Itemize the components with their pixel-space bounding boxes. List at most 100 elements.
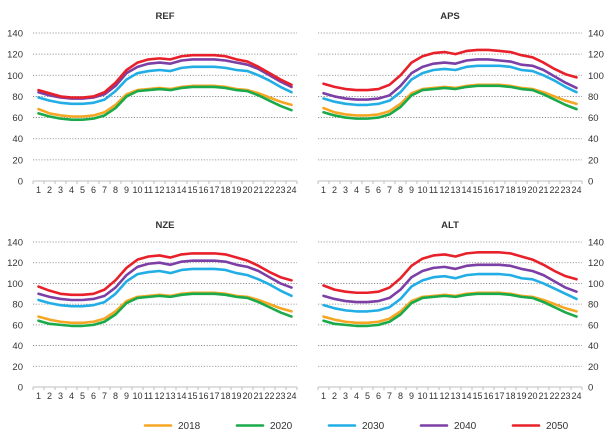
- legend-label-2040: 2040: [454, 421, 477, 432]
- x-tick-label: 3: [58, 391, 63, 401]
- x-tick-label: 13: [450, 391, 460, 401]
- series-line-2020: [37, 292, 293, 328]
- y-tick-label: 0: [18, 177, 23, 188]
- x-tick-label: 20: [242, 185, 252, 195]
- x-tick-label: 15: [187, 391, 197, 401]
- x-tick-label: 22: [549, 391, 559, 401]
- x-tick-label: 9: [124, 391, 129, 401]
- x-tick-label: 23: [560, 185, 570, 195]
- chart-title: ALT: [441, 220, 459, 231]
- series-line-2040: [37, 259, 293, 302]
- x-tick-label: 19: [516, 185, 526, 195]
- x-tick-label: 2: [47, 391, 52, 401]
- x-tick-label: 10: [132, 185, 142, 195]
- x-tick-label: 6: [376, 391, 381, 401]
- y-tick-label: 140: [588, 29, 604, 40]
- x-tick-label: 11: [429, 391, 438, 401]
- x-tick-label: 10: [417, 391, 427, 401]
- y-tick-label: 0: [588, 177, 593, 188]
- y-tick-label: 60: [588, 113, 599, 124]
- legend-label-2030: 2030: [362, 421, 385, 432]
- x-tick-label: 2: [332, 185, 337, 195]
- y-tick-label: 100: [588, 71, 604, 82]
- x-tick-label: 23: [560, 391, 570, 401]
- x-tick-label: 16: [483, 185, 493, 195]
- x-tick-label: 9: [409, 185, 414, 195]
- y-tick-label: 100: [7, 279, 23, 290]
- x-tick-label: 4: [354, 185, 359, 195]
- series-line-2050: [322, 251, 578, 295]
- x-tick-label: 4: [69, 391, 74, 401]
- y-tick-label: 80: [12, 92, 23, 103]
- x-tick-label: 5: [365, 185, 370, 195]
- x-tick-label: 23: [275, 185, 285, 195]
- x-tick-label: 3: [343, 185, 348, 195]
- x-tick-label: 9: [124, 185, 129, 195]
- y-tick-label: 140: [7, 29, 23, 40]
- y-tick-label: 40: [588, 341, 599, 352]
- x-tick-label: 15: [472, 391, 482, 401]
- x-tick-label: 14: [176, 185, 186, 195]
- y-tick-label: 40: [12, 341, 23, 352]
- x-tick-label: 1: [36, 185, 41, 195]
- x-tick-label: 7: [387, 391, 392, 401]
- x-tick-label: 21: [538, 185, 548, 195]
- x-tick-label: 22: [264, 185, 274, 195]
- x-tick-label: 1: [321, 391, 326, 401]
- y-tick-label: 20: [12, 155, 23, 166]
- series-line-2020: [322, 292, 578, 328]
- x-tick-label: 20: [527, 185, 537, 195]
- x-tick-label: 16: [198, 185, 208, 195]
- x-tick-label: 3: [343, 391, 348, 401]
- x-tick-label: 20: [242, 391, 252, 401]
- x-tick-label: 18: [505, 185, 515, 195]
- x-tick-label: 2: [332, 391, 337, 401]
- x-tick-label: 23: [275, 391, 285, 401]
- x-tick-label: 1: [321, 185, 326, 195]
- x-tick-label: 7: [387, 185, 392, 195]
- x-tick-label: 12: [439, 185, 449, 195]
- y-tick-label: 80: [12, 300, 23, 311]
- x-tick-label: 2: [47, 185, 52, 195]
- x-tick-label: 3: [58, 185, 63, 195]
- x-tick-label: 4: [354, 391, 359, 401]
- x-tick-label: 6: [91, 391, 96, 401]
- y-tick-label: 20: [12, 362, 23, 373]
- x-tick-label: 1: [36, 391, 41, 401]
- chart-title: REF: [156, 11, 175, 22]
- x-tick-label: 11: [144, 391, 153, 401]
- y-tick-label: 100: [588, 279, 604, 290]
- chart-title: APS: [440, 11, 460, 22]
- legend-label-2018: 2018: [178, 421, 201, 432]
- y-tick-label: 0: [588, 383, 593, 394]
- x-tick-label: 16: [483, 391, 493, 401]
- y-tick-label: 20: [588, 362, 599, 373]
- y-tick-label: 60: [588, 320, 599, 331]
- x-tick-label: 18: [505, 391, 515, 401]
- x-tick-label: 18: [220, 391, 230, 401]
- series-line-2040: [322, 263, 578, 304]
- y-tick-label: 100: [7, 71, 23, 82]
- x-tick-label: 7: [102, 185, 107, 195]
- x-tick-label: 14: [176, 391, 186, 401]
- series-line-2030: [322, 272, 578, 313]
- x-tick-label: 13: [165, 391, 175, 401]
- x-tick-label: 17: [494, 391, 504, 401]
- x-tick-label: 4: [69, 185, 74, 195]
- series-line-2030: [37, 267, 293, 308]
- series-line-2050: [37, 53, 293, 99]
- series-line-2050: [37, 252, 293, 297]
- series-line-2020: [322, 84, 578, 120]
- y-tick-label: 120: [588, 258, 604, 269]
- x-tick-label: 6: [376, 185, 381, 195]
- x-tick-label: 13: [165, 185, 175, 195]
- x-tick-label: 19: [231, 185, 241, 195]
- y-tick-label: 140: [588, 238, 604, 249]
- x-tick-label: 21: [538, 391, 548, 401]
- series-line-2040: [322, 58, 578, 101]
- y-tick-label: 0: [18, 383, 23, 394]
- x-tick-label: 19: [231, 391, 241, 401]
